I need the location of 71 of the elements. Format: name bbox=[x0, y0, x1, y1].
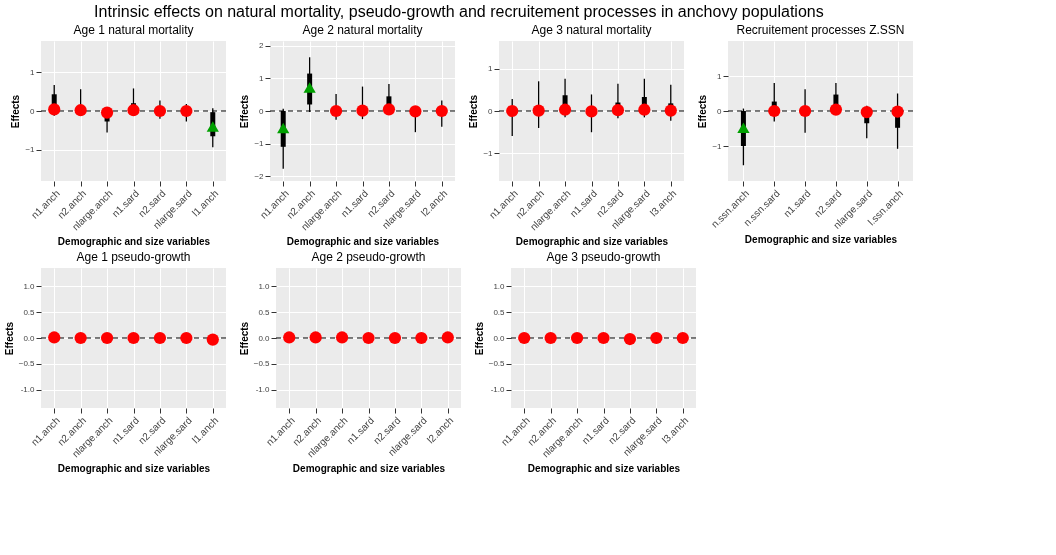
chart-title: Age 1 pseudo-growth bbox=[76, 250, 191, 264]
x-axis-title: Demographic and size variables bbox=[527, 462, 681, 474]
point bbox=[409, 105, 422, 118]
y-tick-label: 1.0 bbox=[258, 281, 271, 291]
y-tick-label: 0.0 bbox=[23, 333, 36, 343]
chart-title: Recruitement processes Z.SSN bbox=[736, 23, 905, 37]
y-tick-label: 0 bbox=[259, 106, 265, 116]
y-tick-label: -1.0 bbox=[255, 385, 271, 395]
point bbox=[153, 104, 167, 118]
y-tick-label: −2 bbox=[254, 171, 265, 181]
x-axis-title: Demographic and size variables bbox=[515, 235, 669, 247]
y-tick-label: −1 bbox=[712, 141, 723, 151]
point bbox=[329, 104, 343, 118]
y-tick-label: -1.0 bbox=[20, 385, 36, 395]
point bbox=[180, 104, 193, 118]
y-axis-title: Effects bbox=[473, 321, 485, 356]
point bbox=[829, 103, 843, 116]
chart-title: Age 2 natural mortality bbox=[302, 23, 423, 37]
y-tick-label: 1 bbox=[259, 73, 265, 83]
y-tick-label: 0 bbox=[717, 106, 723, 116]
y-tick-label: 0.5 bbox=[23, 307, 36, 317]
point bbox=[860, 105, 873, 119]
x-axis-title: Demographic and size variables bbox=[286, 235, 440, 247]
y-tick-label: −0.5 bbox=[18, 359, 36, 369]
x-axis-title: Demographic and size variables bbox=[292, 462, 446, 474]
y-tick-label: 0 bbox=[488, 106, 494, 116]
point bbox=[74, 104, 87, 117]
chart-title: Age 3 pseudo-growth bbox=[546, 250, 661, 264]
y-axis-title: Effects bbox=[239, 94, 251, 129]
y-tick-label: 2 bbox=[259, 41, 265, 51]
point bbox=[891, 105, 904, 118]
y-tick-label: 0.0 bbox=[258, 333, 271, 343]
y-tick-label: 0 bbox=[30, 106, 36, 116]
y-tick-label: −1 bbox=[254, 139, 265, 149]
y-tick-label: 1 bbox=[717, 71, 723, 81]
y-tick-label: -1.0 bbox=[490, 385, 506, 395]
point bbox=[127, 104, 140, 117]
y-tick-label: 0.5 bbox=[258, 307, 271, 317]
point bbox=[435, 104, 448, 118]
x-axis-title: Demographic and size variables bbox=[57, 462, 211, 474]
x-axis-title: Demographic and size variables bbox=[57, 235, 211, 247]
y-axis-title: Effects bbox=[697, 94, 709, 129]
point bbox=[382, 103, 396, 116]
chart-title: Age 2 pseudo-growth bbox=[311, 250, 426, 264]
y-tick-label: 1.0 bbox=[23, 281, 36, 291]
point bbox=[303, 82, 316, 93]
point bbox=[798, 104, 812, 118]
y-tick-label: 1 bbox=[30, 67, 36, 77]
y-axis-title: Effects bbox=[3, 321, 15, 356]
y-tick-label: −1 bbox=[25, 145, 36, 155]
y-tick-label: −0.5 bbox=[488, 359, 506, 369]
y-tick-label: 0.5 bbox=[493, 307, 506, 317]
y-tick-label: 0.0 bbox=[493, 333, 506, 343]
text: Intrinsic effects on natural mortality, pseudo-growth and recruitement processes in anchovy populations bbox=[94, 3, 824, 20]
point bbox=[100, 106, 114, 119]
point bbox=[277, 122, 290, 134]
chart-title: Age 1 natural mortality bbox=[73, 23, 194, 37]
point bbox=[768, 104, 781, 118]
chart-title: Age 3 natural mortality bbox=[531, 23, 652, 37]
y-tick-label: 1 bbox=[488, 64, 494, 74]
x-axis-title: Demographic and size variables bbox=[744, 233, 898, 245]
point bbox=[356, 104, 369, 117]
y-axis-title: Effects bbox=[468, 94, 480, 129]
y-tick-label: −0.5 bbox=[253, 359, 271, 369]
point bbox=[206, 121, 219, 132]
y-tick-label: 1.0 bbox=[493, 281, 506, 291]
point bbox=[48, 103, 61, 116]
y-axis-title: Effects bbox=[238, 321, 250, 356]
y-tick-label: −1 bbox=[483, 148, 494, 158]
point bbox=[737, 122, 750, 134]
y-axis-title: Effects bbox=[10, 94, 22, 129]
